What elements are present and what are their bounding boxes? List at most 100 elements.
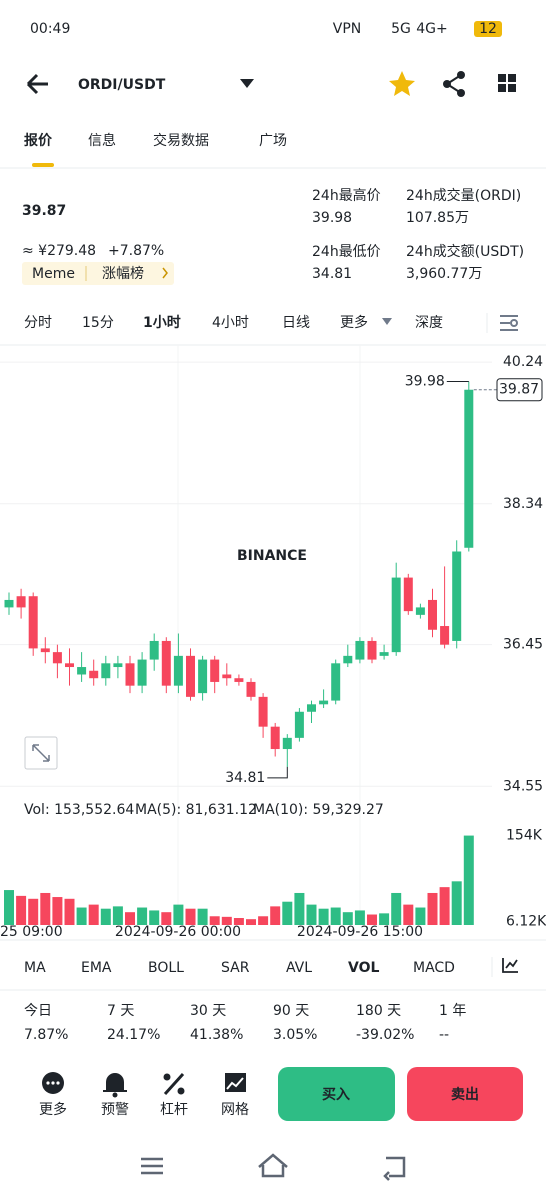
volume-tick-label: 6.12K	[506, 913, 546, 929]
candle-body	[307, 704, 316, 712]
y-tick-label: 36.45	[503, 637, 543, 653]
interval[interactable]: 日线	[282, 315, 310, 331]
current-price-box	[496, 378, 543, 402]
favorite-star[interactable]	[389, 71, 415, 96]
share-icon[interactable]	[443, 71, 465, 97]
chart-settings-icon[interactable]	[500, 315, 518, 331]
x-tick-label: 25 09:00	[0, 924, 63, 940]
action-label[interactable]: 更多	[39, 1101, 67, 1118]
volume-bar	[258, 916, 269, 925]
candle-body	[113, 663, 123, 668]
nav-back[interactable]	[383, 1156, 406, 1181]
candle-body	[452, 551, 462, 641]
low-marker	[267, 766, 288, 779]
stat-value: 3,960.77万	[406, 266, 482, 282]
y-tick-label: 34.55	[503, 778, 543, 794]
indicator-tab[interactable]: BOLL	[148, 960, 184, 976]
volume-bar	[427, 892, 438, 925]
candle-body	[319, 700, 329, 705]
performance-label: 今日	[24, 1003, 52, 1019]
volume-bar	[28, 898, 39, 925]
sell-button[interactable]	[407, 1067, 523, 1121]
volume-bar	[367, 914, 377, 925]
indicator-tab[interactable]: EMA	[81, 960, 112, 976]
y-tick-label: 40.24	[503, 354, 543, 370]
tab[interactable]: 广场	[259, 133, 287, 149]
volume-bar	[233, 918, 244, 925]
candle-body	[403, 577, 413, 612]
volume-bar	[76, 907, 87, 925]
tab[interactable]: 报价	[24, 133, 53, 149]
interval[interactable]: 1小时	[143, 314, 181, 331]
candle-body	[246, 681, 256, 697]
volume-bar	[306, 904, 317, 925]
candle-body	[367, 640, 377, 660]
candle-body	[186, 655, 195, 697]
candle-body	[77, 667, 87, 675]
candle-body	[52, 652, 62, 664]
status-icon: 4G+	[416, 21, 448, 37]
volume-bar	[64, 898, 75, 925]
layout-icon[interactable]	[498, 74, 516, 92]
interval[interactable]: 15分	[82, 315, 114, 331]
pair-title[interactable]: ORDI/USDT	[78, 77, 166, 93]
indicator-tab[interactable]: AVL	[286, 960, 312, 976]
volume-bar	[318, 908, 329, 925]
tag-box[interactable]	[22, 262, 174, 285]
tag[interactable]: 涨幅榜	[102, 265, 144, 282]
pair-dropdown[interactable]	[240, 79, 254, 88]
candle-body	[173, 655, 183, 686]
tag[interactable]: Meme	[32, 266, 75, 282]
candle-body	[65, 663, 74, 668]
buy-button[interactable]	[278, 1067, 395, 1121]
status-icon: 5G	[391, 21, 411, 37]
candle-body	[379, 652, 389, 656]
indicator-settings-icon[interactable]	[502, 958, 518, 973]
volume-bar	[137, 907, 148, 925]
performance-label: 30 天	[190, 1003, 226, 1019]
candle-body	[210, 659, 220, 682]
performance-value: -39.02%	[356, 1027, 414, 1043]
tab[interactable]: 信息	[88, 132, 116, 149]
volume-tick-label: 154K	[506, 827, 543, 843]
nav-menu[interactable]	[141, 1157, 163, 1175]
tab[interactable]: 交易数据	[153, 132, 209, 149]
volume-bar	[439, 887, 450, 925]
candle-body	[294, 711, 304, 738]
nav-bar	[141, 1153, 406, 1181]
volume-bar	[270, 906, 281, 925]
interval[interactable]: 更多	[340, 314, 368, 331]
stat-label: 24h成交量(ORDI)	[406, 187, 521, 204]
interval[interactable]: 分时	[24, 315, 52, 331]
candle-body	[464, 389, 474, 548]
more-dropdown[interactable]	[382, 318, 392, 325]
indicator-tab[interactable]: SAR	[221, 960, 250, 976]
volume-bar	[463, 835, 474, 925]
nav-home[interactable]	[258, 1153, 288, 1178]
candle-body	[355, 640, 365, 660]
volume-bar	[40, 892, 51, 925]
interval[interactable]: 4小时	[212, 315, 249, 331]
volume-bar	[403, 904, 414, 925]
action-label[interactable]: 预警	[101, 1102, 129, 1118]
indicator-tab[interactable]: MACD	[413, 960, 455, 976]
action-icons	[42, 1072, 246, 1098]
volume-bar	[149, 910, 160, 925]
buy-label[interactable]: 买入	[322, 1087, 350, 1103]
high-label: 39.98	[405, 374, 445, 390]
candle-body	[149, 640, 159, 660]
performance-value: 3.05%	[273, 1027, 317, 1043]
volume-bar	[379, 913, 390, 925]
interval[interactable]: 深度	[415, 315, 443, 331]
volume-bar	[221, 916, 232, 925]
indicator-tab[interactable]: MA	[24, 960, 46, 976]
back-arrow[interactable]	[26, 73, 48, 95]
performance-value: 41.38%	[190, 1027, 243, 1043]
sell-label[interactable]: 卖出	[451, 1086, 479, 1103]
action-label[interactable]: 网格	[221, 1102, 249, 1118]
action-label[interactable]: 杠杆	[160, 1102, 188, 1118]
volume-bar	[246, 919, 256, 925]
indicator-tab[interactable]: VOL	[348, 960, 379, 976]
candle-body	[16, 596, 26, 608]
volume-bar	[391, 892, 402, 925]
